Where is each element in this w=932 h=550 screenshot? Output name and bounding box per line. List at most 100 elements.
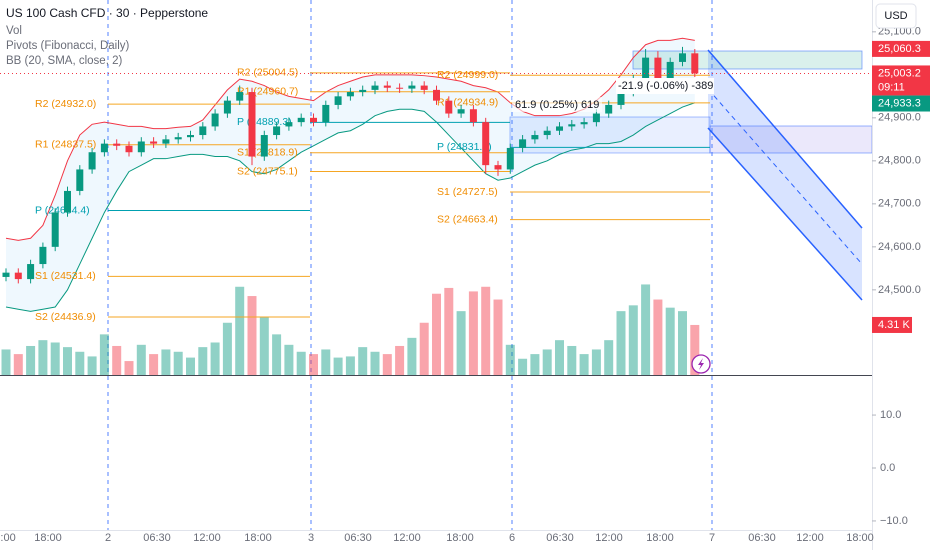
candle-body xyxy=(285,122,293,127)
range-box xyxy=(709,125,873,154)
candle-body xyxy=(359,89,367,93)
volume-bar xyxy=(99,334,109,375)
volume-bar xyxy=(284,344,294,375)
volume-bar xyxy=(333,357,343,375)
candle-body xyxy=(408,85,416,89)
volume-bar xyxy=(198,347,208,375)
indicator[interactable]: Vol xyxy=(6,25,22,37)
volume-bar xyxy=(616,311,626,375)
candle-body xyxy=(76,169,84,191)
x-tick-label: 12:00 xyxy=(393,532,421,544)
candle-body xyxy=(88,152,96,170)
y-tick-label: 24,900.0 xyxy=(878,112,921,124)
pivot-label: R2 (24999.0) xyxy=(437,69,498,81)
candle-body xyxy=(248,92,256,157)
x-tick-label: 06:30 xyxy=(344,532,372,544)
pivot-label: S1 (24531.4) xyxy=(35,270,96,282)
candle-body xyxy=(346,92,354,97)
candle-body xyxy=(211,113,219,127)
volume-bar xyxy=(272,334,282,375)
volume-bar xyxy=(63,347,72,375)
candle-body xyxy=(469,109,477,123)
volume-bar xyxy=(161,349,171,375)
candle-body xyxy=(273,126,281,136)
bollinger-lower xyxy=(5,102,695,312)
legend: US 100 Cash CFD · 30 · Pepperstone Vol P… xyxy=(6,6,208,67)
volume-bar xyxy=(136,344,146,375)
volume-bar xyxy=(149,354,159,375)
candle-body xyxy=(592,113,600,123)
drawings xyxy=(509,49,873,301)
candle-body xyxy=(556,126,563,131)
candle-body xyxy=(322,104,330,123)
volume-label-bg xyxy=(872,316,912,333)
annotation-bg xyxy=(512,97,602,112)
countdown-label: 09:11 xyxy=(878,81,905,93)
volume-bar xyxy=(555,340,564,375)
pivot-label: P (24889.3) xyxy=(237,116,292,128)
pivot-label: R1 (24837.5) xyxy=(35,138,96,150)
target-box xyxy=(632,50,863,70)
x-tick-label: 18:00 xyxy=(646,532,674,544)
volume-bar xyxy=(259,316,269,375)
candle-body xyxy=(39,246,47,265)
volume-label: 4.31 K xyxy=(878,319,910,331)
indicator[interactable]: Pivots (Fibonacci, Daily) xyxy=(6,40,130,52)
channel-midline xyxy=(707,88,863,265)
candle-body xyxy=(2,272,10,277)
volume-bar xyxy=(641,284,651,375)
y-tick-label: −10.0 xyxy=(880,515,908,527)
currency-label[interactable]: USD xyxy=(884,10,907,22)
x-tick-label: 12:00 xyxy=(796,532,824,544)
measure-annotation: -21.9 (-0.06%) -389 xyxy=(618,80,713,92)
measure-annotation: 61.9 (0.25%) 619 xyxy=(515,99,599,111)
x-tick-label: 06:30 xyxy=(546,532,574,544)
volume-bar xyxy=(247,296,257,375)
candle-body xyxy=(568,124,576,127)
pivot-label: S2 (24436.9) xyxy=(35,311,96,323)
price-label-bg xyxy=(872,65,930,96)
x-tick-label: 2:00 xyxy=(0,532,16,544)
volume-bar xyxy=(505,344,515,375)
candle-body xyxy=(223,100,231,114)
price-label: 25,003.2 xyxy=(878,67,921,79)
candle-body xyxy=(506,147,514,170)
indicator[interactable]: BB (20, SMA, close, 2) xyxy=(6,55,122,67)
x-tick-label: 18:00 xyxy=(244,532,272,544)
volume-bar xyxy=(468,291,478,375)
currency-button[interactable] xyxy=(875,3,917,29)
volume-bar xyxy=(432,293,441,375)
volume-bar xyxy=(321,349,331,375)
candle-body xyxy=(100,143,108,153)
volume-bar xyxy=(50,342,60,375)
candle-body xyxy=(260,135,268,157)
candle-body xyxy=(174,137,182,140)
channel-line xyxy=(707,49,863,229)
volume-bar xyxy=(419,322,429,375)
pivot-label: R1 (24934.9) xyxy=(437,97,498,109)
volume-bar xyxy=(1,349,11,375)
volume-bar xyxy=(407,337,417,375)
volume-bar xyxy=(567,345,577,375)
volume-bar xyxy=(456,311,466,375)
x-tick-label: 18:00 xyxy=(34,532,62,544)
volume-bar xyxy=(370,351,380,375)
x-tick-label: 06:30 xyxy=(143,532,171,544)
candle-body xyxy=(420,85,428,90)
volume-bar xyxy=(75,351,85,375)
candle-body xyxy=(113,143,121,146)
candle-body xyxy=(162,139,170,144)
candle-body xyxy=(531,135,539,140)
candle-body xyxy=(457,109,465,114)
candle-body xyxy=(494,165,502,170)
y-tick-label: 24,500.0 xyxy=(878,284,921,296)
x-tick-label: 7 xyxy=(709,532,715,544)
candle-body xyxy=(396,87,404,89)
candle-body xyxy=(125,145,133,153)
volume-bar xyxy=(653,299,663,375)
x-tick-label: 6 xyxy=(509,532,515,544)
candle-body xyxy=(433,89,440,101)
channel-line xyxy=(707,127,863,301)
volume-bar xyxy=(26,345,36,375)
candle-body xyxy=(51,212,59,247)
